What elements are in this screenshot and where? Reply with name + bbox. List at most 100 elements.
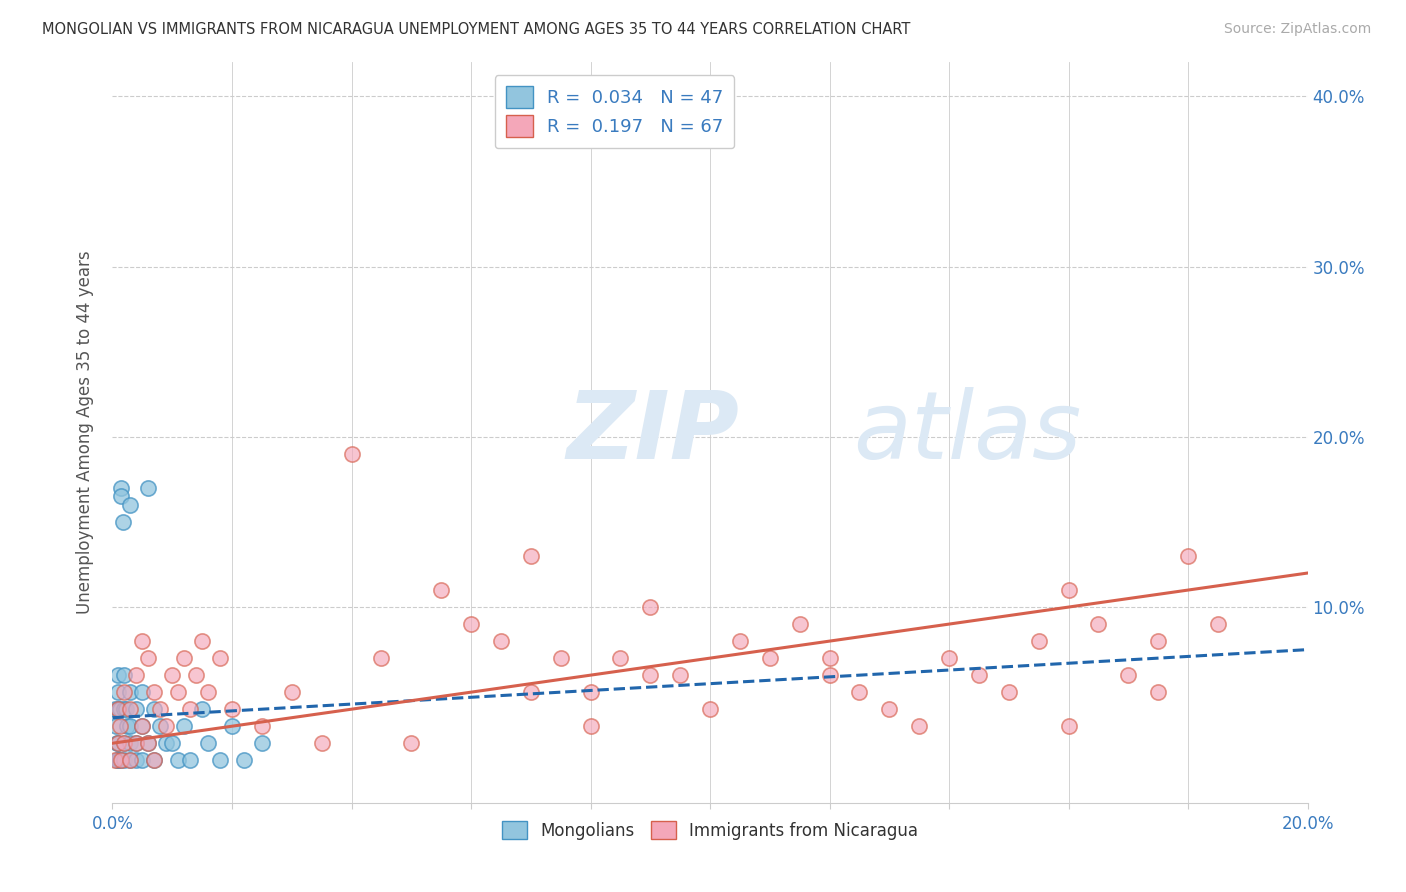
Point [110,481,132,495]
Point [197,685,219,699]
Point [191,634,214,648]
Point [162,668,183,682]
Point [114,685,135,699]
Point [1057,719,1080,733]
Point [162,736,183,750]
Point [117,719,139,733]
Text: atlas: atlas [853,387,1081,478]
Point [120,753,142,767]
Point [110,490,132,504]
Point [107,753,129,767]
Point [138,481,160,495]
Point [108,719,131,733]
Point [143,753,166,767]
Point [114,702,135,716]
Point [131,753,153,767]
Point [1177,549,1199,563]
Point [1147,634,1170,648]
Point [460,617,482,632]
Point [107,702,129,716]
Point [311,736,333,750]
Point [105,753,128,767]
Point [520,549,543,563]
Point [167,685,190,699]
Point [489,634,512,648]
Point [1028,634,1050,648]
Point [120,719,142,733]
Point [114,736,135,750]
Point [125,753,148,767]
Point [105,736,128,750]
Point [104,702,127,716]
Point [143,753,166,767]
Point [125,668,148,682]
Point [879,702,901,716]
Point [143,685,166,699]
Point [191,702,214,716]
Point [579,719,602,733]
Point [179,753,201,767]
Point [818,651,841,665]
Point [250,736,273,750]
Point [104,753,127,767]
Point [138,651,160,665]
Point [120,753,142,767]
Point [609,651,631,665]
Point [107,736,129,750]
Point [401,736,423,750]
Point [1206,617,1229,632]
Point [107,668,129,682]
Point [131,719,153,733]
Point [114,753,135,767]
Point [107,736,129,750]
Point [728,634,751,648]
Point [138,736,160,750]
Point [998,685,1021,699]
Point [281,685,304,699]
Point [107,685,129,699]
Point [120,685,142,699]
Point [131,634,153,648]
Point [197,736,219,750]
Point [908,719,931,733]
Point [149,702,172,716]
Point [114,736,135,750]
Point [550,651,572,665]
Point [112,515,135,529]
Point [173,719,195,733]
Point [250,719,273,733]
Point [209,651,232,665]
Point [1057,582,1080,597]
Point [669,668,692,682]
Point [125,702,148,716]
Point [579,685,602,699]
Text: MONGOLIAN VS IMMIGRANTS FROM NICARAGUA UNEMPLOYMENT AMONG AGES 35 TO 44 YEARS CO: MONGOLIAN VS IMMIGRANTS FROM NICARAGUA U… [42,22,911,37]
Point [848,685,870,699]
Point [699,702,721,716]
Point [155,736,177,750]
Point [209,753,232,767]
Point [131,685,153,699]
Point [221,702,243,716]
Point [186,668,208,682]
Point [789,617,811,632]
Point [105,719,128,733]
Point [967,668,990,682]
Point [233,753,256,767]
Point [143,702,166,716]
Point [120,702,142,716]
Point [340,447,363,461]
Point [430,582,453,597]
Text: Source: ZipAtlas.com: Source: ZipAtlas.com [1223,22,1371,37]
Point [108,702,131,716]
Point [640,668,662,682]
Point [179,702,201,716]
Point [759,651,782,665]
Point [114,668,135,682]
Point [107,702,129,716]
Point [131,719,153,733]
Point [818,668,841,682]
Text: ZIP: ZIP [567,386,740,479]
Point [125,736,148,750]
Point [370,651,392,665]
